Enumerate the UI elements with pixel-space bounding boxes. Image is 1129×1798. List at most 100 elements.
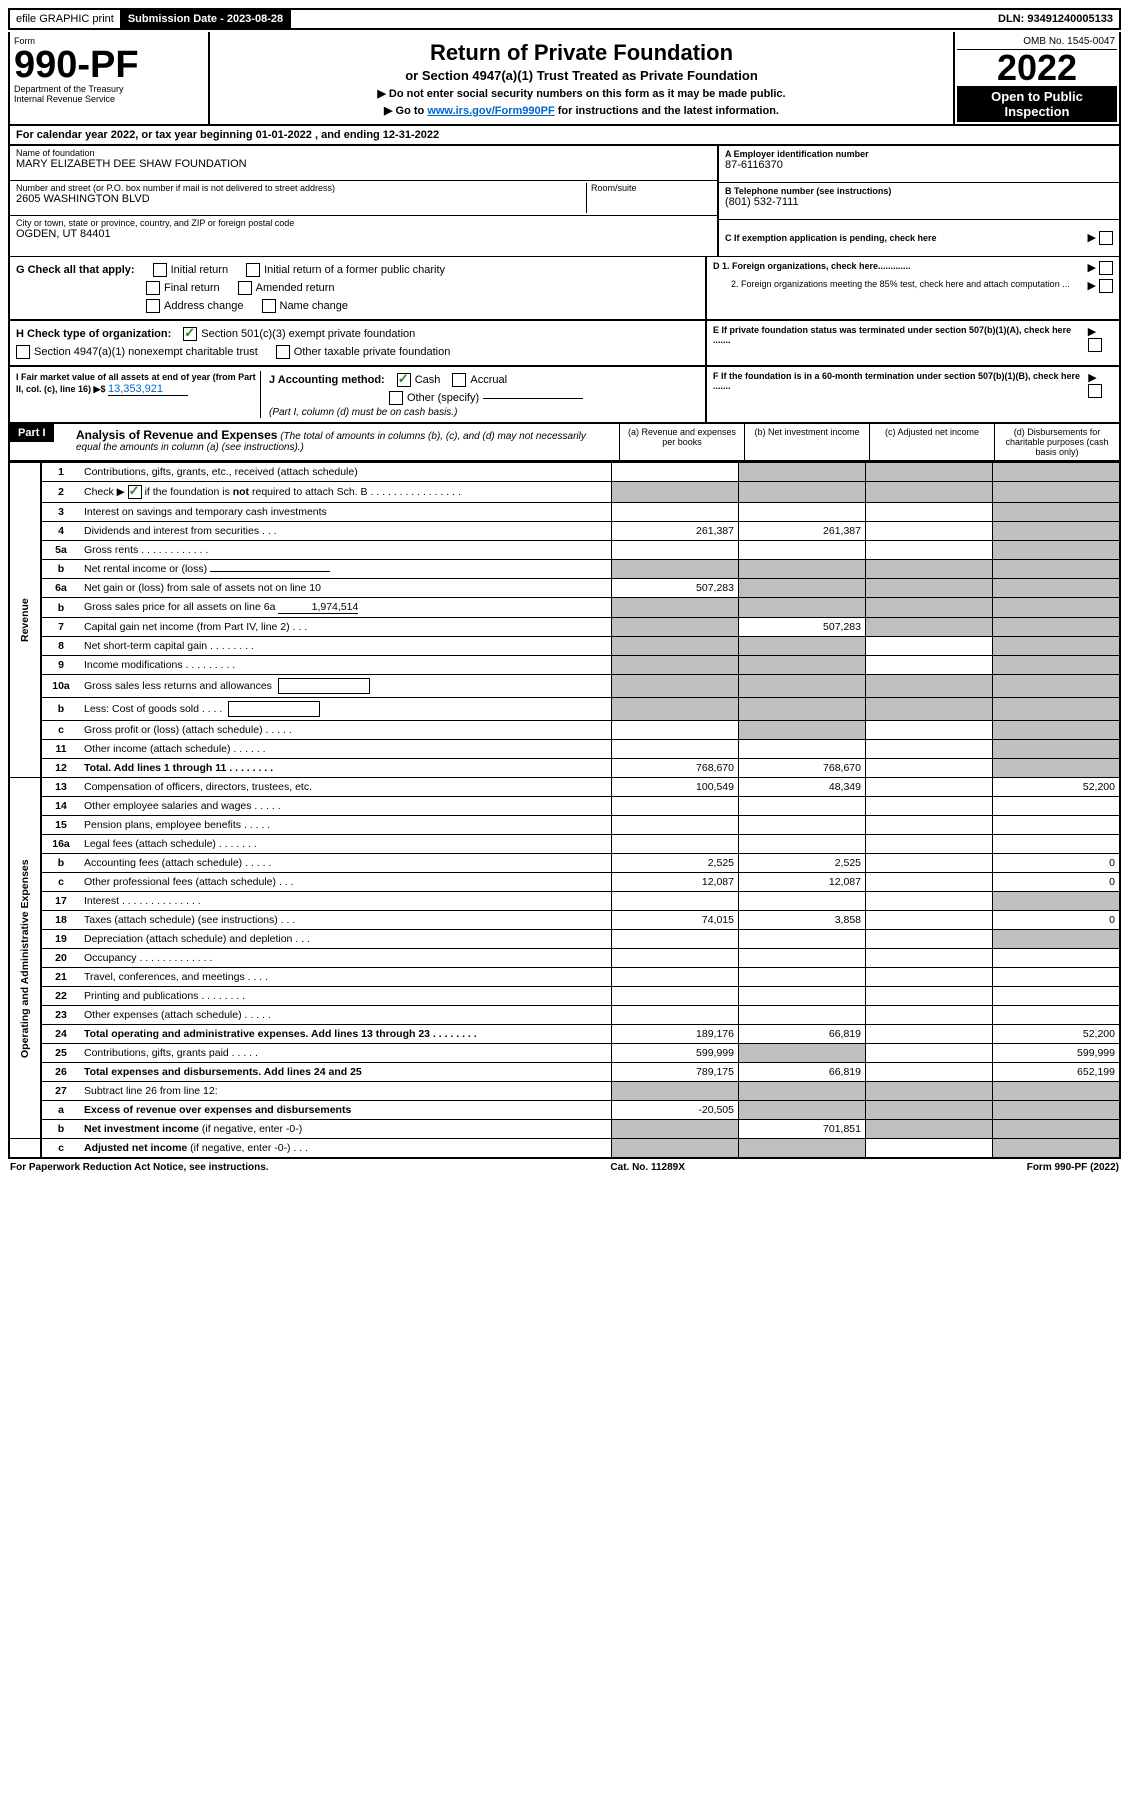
g-address-checkbox[interactable]: [146, 299, 160, 313]
foundation-name-row: Name of foundation MARY ELIZABETH DEE SH…: [10, 146, 717, 181]
amt-cell: [739, 656, 866, 675]
line19-text: Depreciation (attach schedule) and deple…: [84, 933, 292, 945]
id-right: A Employer identification number 87-6116…: [719, 146, 1119, 256]
table-row: 15Pension plans, employee benefits . . .…: [9, 816, 1120, 835]
line-desc: Gross rents . . . . . . . . . . . .: [80, 541, 612, 560]
amt-cell: [866, 463, 993, 482]
form-number: 990-PF: [14, 46, 204, 84]
amt-cell: [993, 698, 1121, 721]
h-other-checkbox[interactable]: [276, 345, 290, 359]
amt-cell: [739, 637, 866, 656]
line5b-text: Net rental income or (loss): [84, 563, 207, 575]
line15-text: Pension plans, employee benefits: [84, 819, 241, 831]
f-checkbox[interactable]: [1088, 384, 1102, 398]
line16a-text: Legal fees (attach schedule): [84, 838, 216, 850]
line-num: 5a: [41, 541, 80, 560]
col-c-head: (c) Adjusted net income: [869, 424, 994, 460]
g-final-checkbox[interactable]: [146, 281, 160, 295]
table-row: 22Printing and publications . . . . . . …: [9, 987, 1120, 1006]
part1-desc: Analysis of Revenue and Expenses (The to…: [70, 424, 619, 460]
city-label: City or town, state or province, country…: [16, 218, 711, 228]
amt-cell: [993, 463, 1121, 482]
amt-cell: 599,999: [993, 1044, 1121, 1063]
amt-cell: [866, 1120, 993, 1139]
line-num: 7: [41, 618, 80, 637]
amt-cell: [739, 949, 866, 968]
name-label: Name of foundation: [16, 148, 711, 158]
amt-cell: [993, 1101, 1121, 1120]
table-row: 3Interest on savings and temporary cash …: [9, 503, 1120, 522]
amt-cell: [612, 721, 739, 740]
line-num: 4: [41, 522, 80, 541]
amt-cell: 66,819: [739, 1025, 866, 1044]
schb-checkbox[interactable]: [128, 485, 142, 499]
line-desc: Contributions, gifts, grants paid . . . …: [80, 1044, 612, 1063]
amt-cell: 507,283: [739, 618, 866, 637]
col-d-head: (d) Disbursements for charitable purpose…: [994, 424, 1119, 460]
c-checkbox[interactable]: [1099, 231, 1113, 245]
g-name-checkbox[interactable]: [262, 299, 276, 313]
line-num: b: [41, 598, 80, 618]
line-num: 1: [41, 463, 80, 482]
line10a-text: Gross sales less returns and allowances: [84, 680, 272, 692]
amt-cell: [866, 503, 993, 522]
line-desc: Pension plans, employee benefits . . . .…: [80, 816, 612, 835]
amt-cell: [993, 968, 1121, 987]
h-label: H Check type of organization:: [16, 328, 171, 340]
line-desc: Interest . . . . . . . . . . . . . .: [80, 892, 612, 911]
line-desc: Capital gain net income (from Part IV, l…: [80, 618, 612, 637]
phone-row: B Telephone number (see instructions) (8…: [719, 183, 1119, 220]
amt-cell: [993, 637, 1121, 656]
line-desc: Depreciation (attach schedule) and deple…: [80, 930, 612, 949]
line-num: 10a: [41, 675, 80, 698]
table-row: 16aLegal fees (attach schedule) . . . . …: [9, 835, 1120, 854]
check-section-1: G Check all that apply: Initial return I…: [8, 256, 1121, 321]
amt-cell: [993, 598, 1121, 618]
amt-cell: [866, 656, 993, 675]
line-desc: Net gain or (loss) from sale of assets n…: [80, 579, 612, 598]
line-desc: Net rental income or (loss): [80, 560, 612, 579]
form-link[interactable]: www.irs.gov/Form990PF: [427, 105, 554, 117]
dln: DLN: 93491240005133: [992, 10, 1119, 28]
line-desc: Less: Cost of goods sold . . . .: [80, 698, 612, 721]
amt-cell: 768,670: [612, 759, 739, 778]
j-cash-checkbox[interactable]: [397, 373, 411, 387]
j-other-checkbox[interactable]: [389, 391, 403, 405]
form-title: Return of Private Foundation: [216, 40, 947, 66]
amt-cell: [739, 463, 866, 482]
line-num: 20: [41, 949, 80, 968]
line-desc: Gross sales less returns and allowances: [80, 675, 612, 698]
amt-cell: [612, 656, 739, 675]
table-row: 9Income modifications . . . . . . . . .: [9, 656, 1120, 675]
amt-cell: 789,175: [612, 1063, 739, 1082]
line-desc: Contributions, gifts, grants, etc., rece…: [80, 463, 612, 482]
h-4947-checkbox[interactable]: [16, 345, 30, 359]
amt-cell: [739, 835, 866, 854]
amt-cell: [866, 522, 993, 541]
d2-checkbox[interactable]: [1099, 279, 1113, 293]
g-section: G Check all that apply: Initial return I…: [10, 257, 707, 319]
line-num: 2: [41, 482, 80, 503]
table-row: 21Travel, conferences, and meetings . . …: [9, 968, 1120, 987]
table-row: 23Other expenses (attach schedule) . . .…: [9, 1006, 1120, 1025]
amt-cell: 48,349: [739, 778, 866, 797]
amt-cell: [993, 930, 1121, 949]
f-section: F If the foundation is in a 60-month ter…: [707, 367, 1119, 422]
g-initial-former-checkbox[interactable]: [246, 263, 260, 277]
g-amended-checkbox[interactable]: [238, 281, 252, 295]
table-row: 5aGross rents . . . . . . . . . . . .: [9, 541, 1120, 560]
header-left: Form 990-PF Department of the Treasury I…: [10, 32, 210, 124]
table-row: 26Total expenses and disbursements. Add …: [9, 1063, 1120, 1082]
d1-checkbox[interactable]: [1099, 261, 1113, 275]
e-checkbox[interactable]: [1088, 338, 1102, 352]
g-initial-checkbox[interactable]: [153, 263, 167, 277]
j-accrual-checkbox[interactable]: [452, 373, 466, 387]
line-num: 15: [41, 816, 80, 835]
amt-cell: 261,387: [612, 522, 739, 541]
amt-cell: [612, 675, 739, 698]
amt-cell: 2,525: [612, 854, 739, 873]
amt-cell: [993, 892, 1121, 911]
h-501c3-checkbox[interactable]: [183, 327, 197, 341]
table-row: 24Total operating and administrative exp…: [9, 1025, 1120, 1044]
line21-text: Travel, conferences, and meetings: [84, 971, 245, 983]
